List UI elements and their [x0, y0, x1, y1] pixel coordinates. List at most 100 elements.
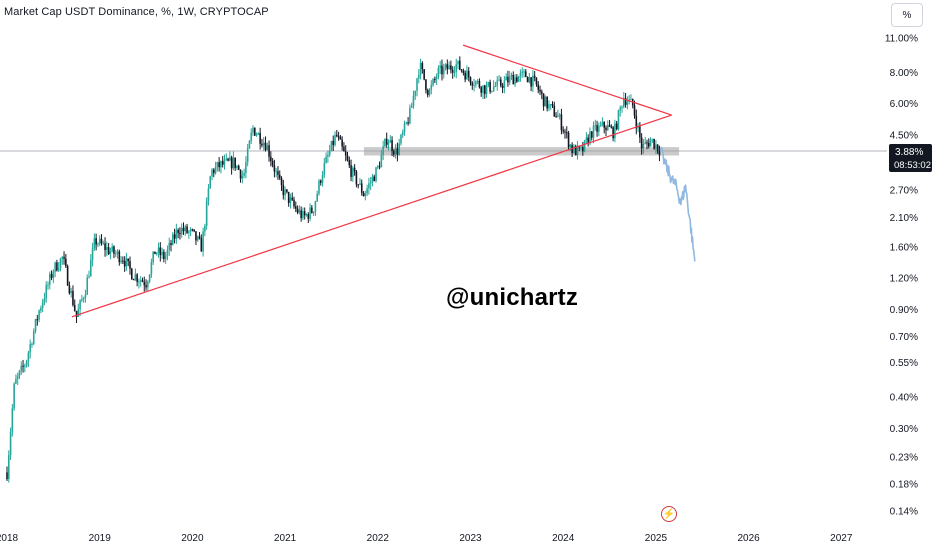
candle-body [198, 236, 201, 239]
y-tick-label: 8.00% [890, 68, 918, 79]
percent-scale-button[interactable]: % [891, 3, 923, 27]
candle-body [54, 262, 56, 272]
x-tick-label: 2027 [830, 533, 853, 544]
candle-body [262, 142, 265, 146]
candle-body [510, 75, 513, 77]
candle-body [368, 183, 370, 189]
candle-body [476, 80, 479, 82]
candle-body [230, 157, 233, 169]
candle-body [50, 274, 53, 278]
candle-body [177, 229, 179, 233]
y-tick-label: 0.55% [890, 358, 918, 369]
candle-body [47, 284, 49, 286]
projection-layer [659, 146, 696, 262]
candle-body [485, 85, 488, 94]
candle-body [635, 115, 638, 129]
candle-body [373, 176, 376, 182]
x-tick-label: 2026 [737, 533, 760, 544]
candle-body [282, 185, 285, 196]
y-tick-label: 0.70% [890, 332, 918, 343]
candle-body [330, 140, 333, 151]
candle-body [366, 188, 368, 194]
candle-body [32, 331, 35, 344]
candle-body [480, 87, 482, 93]
candle-body [163, 251, 165, 260]
candle-body [489, 82, 491, 92]
y-tick-label: 2.70% [890, 186, 918, 197]
y-tick-label: 0.90% [890, 305, 918, 316]
candle-body [582, 146, 584, 152]
candle-body [303, 211, 306, 216]
candle-body [7, 455, 10, 480]
candle-body [221, 161, 224, 165]
triangle-lower-line [71, 114, 672, 318]
candle-body [651, 138, 654, 141]
candle-body [533, 75, 536, 78]
candle-body [457, 60, 459, 65]
candle-body [352, 167, 354, 177]
candle-body [145, 285, 147, 288]
candle-body [532, 75, 534, 87]
candle-body [596, 125, 598, 132]
candle-body [88, 276, 90, 278]
candle-body [419, 63, 422, 75]
candle-body [400, 134, 402, 144]
candle-body [353, 167, 356, 172]
candle-body [369, 182, 372, 184]
candle-body [567, 132, 570, 148]
candle-body [107, 247, 110, 255]
candle-body [278, 174, 281, 179]
candle-body [214, 166, 217, 174]
candle-body [223, 159, 226, 165]
candle-body [24, 365, 26, 367]
candle-body [455, 64, 458, 73]
candle-body [503, 80, 506, 88]
candle-body [253, 127, 256, 136]
candle-body [56, 262, 58, 271]
candle-body [557, 115, 559, 118]
support-zone-layer [363, 147, 680, 156]
candle-body [65, 258, 67, 267]
candle-body [81, 299, 83, 301]
candle-body [624, 98, 627, 105]
candle-body [179, 232, 181, 235]
candle-body [348, 160, 351, 166]
candle-body [580, 146, 582, 148]
candle-body [466, 70, 468, 80]
candle-body [435, 76, 438, 80]
candle-body [444, 64, 447, 68]
candle-body [425, 79, 427, 91]
candle-body [599, 125, 602, 127]
candle-body [255, 134, 258, 136]
candle-body [546, 96, 548, 109]
candle-body [469, 77, 472, 83]
trendlines-layer [71, 44, 672, 318]
candle-body [180, 227, 183, 235]
candle-body [430, 84, 433, 90]
candle-body [655, 144, 657, 149]
candle-body [120, 260, 122, 263]
candle-body [389, 140, 392, 143]
candle-body [100, 238, 103, 244]
candle-body [391, 140, 393, 152]
candle-body [106, 247, 108, 251]
candle-body [57, 268, 60, 271]
candle-body [542, 93, 545, 107]
y-tick-label: 1.20% [890, 274, 918, 285]
candle-body [182, 227, 185, 232]
x-axis[interactable]: 2018 2019 2020 2021 2022 2023 2024 2025 2026 2027 [0, 533, 853, 544]
candle-body [514, 77, 516, 85]
lightning-icon[interactable]: ⚡ [661, 506, 677, 522]
candle-body [519, 72, 522, 77]
x-tick-label: 2023 [459, 533, 482, 544]
candle-body [257, 133, 260, 135]
candle-body [302, 211, 304, 219]
candle-body [229, 157, 231, 161]
y-axis[interactable]: 11.00%8.00%6.00%4.50%3.50%2.70%2.10%1.60… [885, 34, 918, 518]
candle-body [612, 127, 614, 139]
candle-body [248, 141, 251, 149]
candle-body [439, 65, 441, 68]
candle-body [43, 298, 46, 303]
